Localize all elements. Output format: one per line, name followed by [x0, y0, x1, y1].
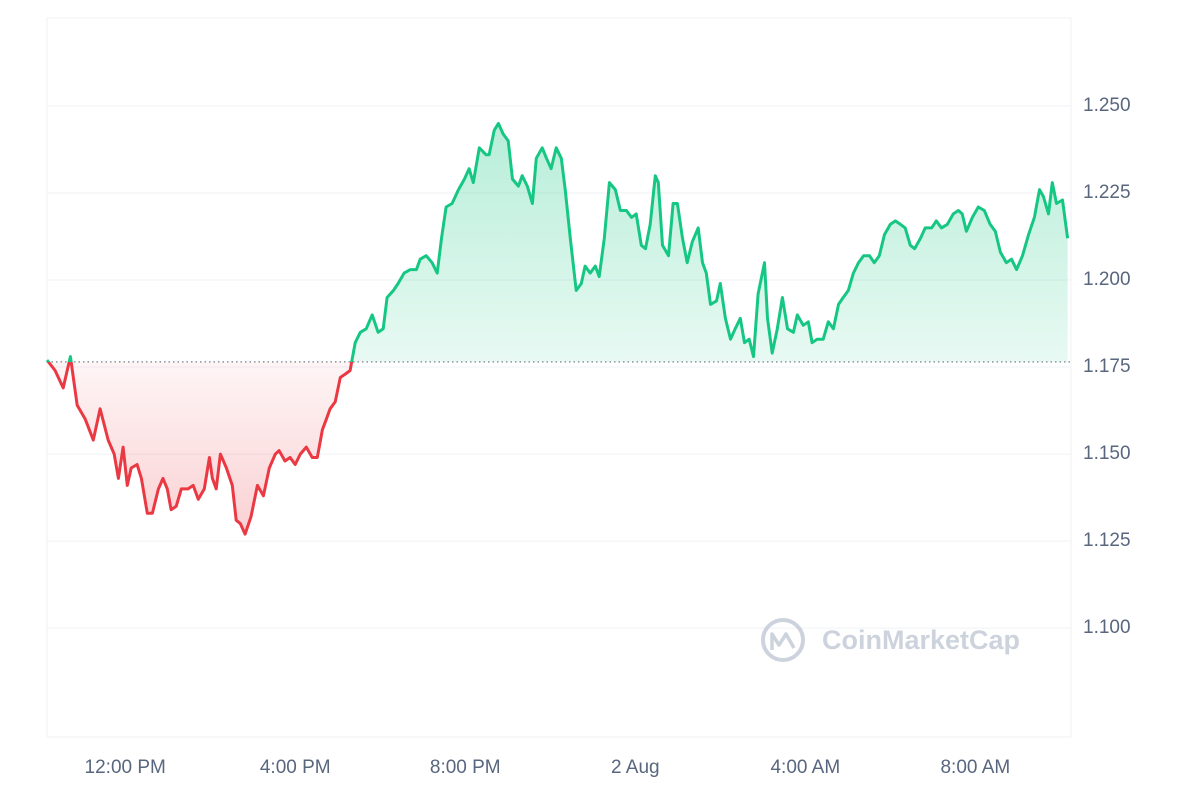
watermark-text: CoinMarketCap	[822, 625, 1020, 655]
watermark-logo-mark	[770, 632, 796, 650]
x-tick-label: 4:00 PM	[260, 757, 331, 778]
x-tick-label: 8:00 PM	[430, 757, 501, 778]
x-tick-label: 12:00 PM	[85, 757, 166, 778]
watermark-logo	[761, 618, 805, 662]
y-tick-label: 1.200	[1083, 269, 1131, 290]
price-line	[45, 121, 1070, 536]
x-tick-label: 2 Aug	[611, 757, 660, 778]
watermark: CoinMarketCap	[761, 618, 1020, 662]
y-tick-label: 1.250	[1083, 95, 1131, 116]
y-tick-label: 1.125	[1083, 530, 1131, 551]
y-tick-label: 1.175	[1083, 356, 1131, 377]
y-tick-label: 1.100	[1083, 617, 1131, 638]
area-fill	[47, 123, 1068, 535]
x-tick-label: 8:00 AM	[940, 757, 1010, 778]
y-tick-label: 1.225	[1083, 182, 1131, 203]
x-tick-label: 4:00 AM	[770, 757, 840, 778]
y-tick-label: 1.150	[1083, 443, 1131, 464]
